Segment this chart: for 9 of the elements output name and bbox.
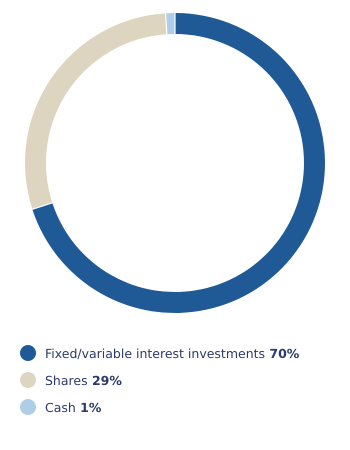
data-label: 1% xyxy=(76,400,102,415)
donut-slice xyxy=(32,13,325,313)
donut-slice xyxy=(166,13,174,34)
donut-slice xyxy=(25,13,166,209)
legend-label: Cash xyxy=(45,400,76,415)
data-label: 70% xyxy=(265,346,300,361)
legend-label: Fixed/variable interest investments xyxy=(45,346,266,361)
legend-label: Shares xyxy=(45,373,88,388)
data-label: 29% xyxy=(88,373,122,388)
